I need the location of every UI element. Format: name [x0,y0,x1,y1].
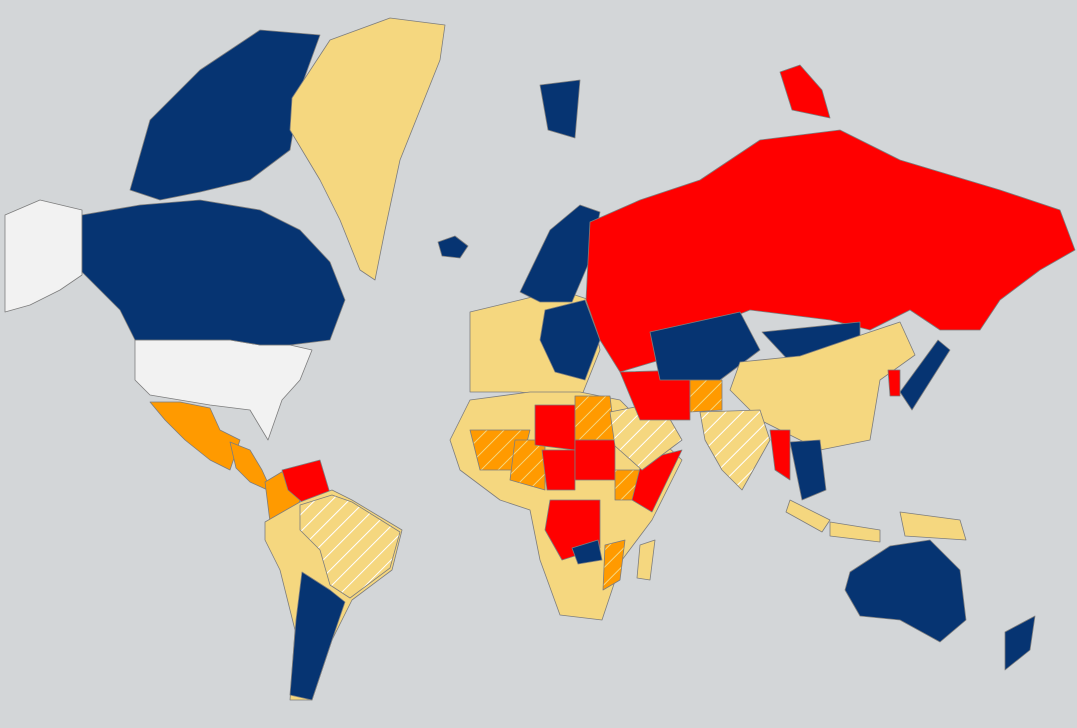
sudan[interactable] [574,439,616,481]
afghanistan[interactable] [689,379,723,413]
chad[interactable] [541,449,576,491]
java[interactable] [829,521,881,543]
argentina[interactable] [289,571,346,701]
eastern-europe[interactable] [539,299,601,381]
alaska[interactable] [4,199,83,313]
egypt[interactable] [574,395,616,441]
myanmar[interactable] [769,429,791,481]
australia[interactable] [844,539,967,643]
libya[interactable] [534,404,576,451]
india[interactable] [699,409,771,491]
zambia[interactable] [571,539,603,565]
sumatra[interactable] [785,499,831,533]
greenland[interactable] [289,17,446,281]
brazil[interactable] [299,494,401,599]
korea[interactable] [887,369,901,397]
iceland[interactable] [437,235,469,259]
new-guinea[interactable] [899,511,967,541]
russia[interactable] [585,129,1076,373]
arctic-islands[interactable] [779,64,831,119]
indochina[interactable] [789,439,827,501]
new-zealand[interactable] [1004,615,1036,671]
mozambique[interactable] [602,539,626,591]
canada-mainland[interactable] [81,199,346,346]
madagascar[interactable] [636,539,656,581]
japan[interactable] [899,339,951,411]
svalbard[interactable] [539,79,581,139]
